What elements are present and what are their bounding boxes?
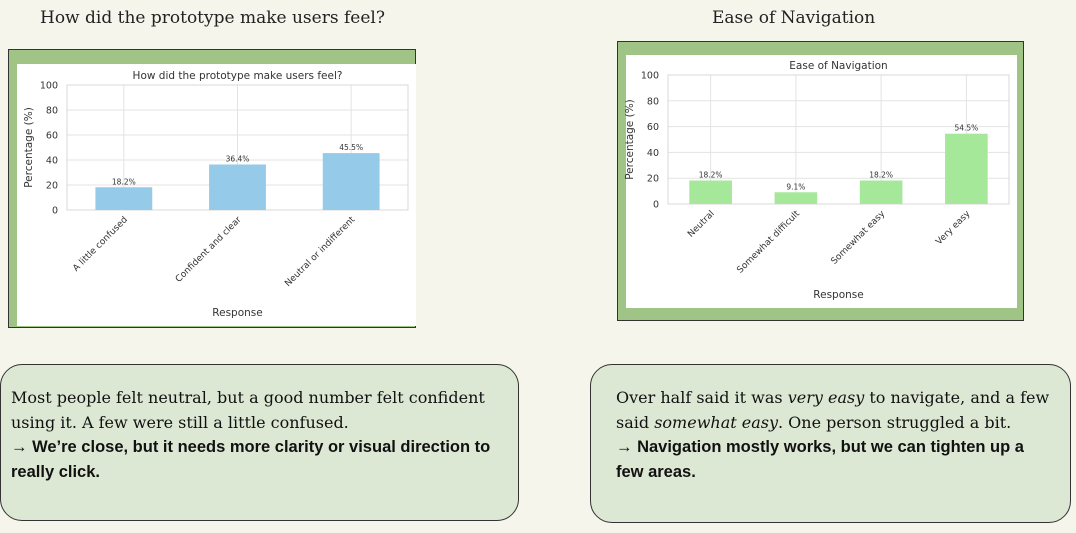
data-label: 18.2% bbox=[699, 171, 723, 180]
data-label: 18.2% bbox=[869, 171, 893, 180]
y-tick-label: 20 bbox=[647, 174, 659, 185]
bar bbox=[774, 192, 818, 204]
y-tick-label: 100 bbox=[641, 71, 659, 82]
text: Over half said it was bbox=[616, 388, 788, 407]
bar bbox=[945, 133, 988, 204]
x-axis-label: Response bbox=[212, 307, 262, 319]
x-tick-label: Somewhat difficult bbox=[735, 209, 802, 276]
right-heading: Ease of Navigation bbox=[712, 8, 876, 28]
left-summary-card: Most people felt neutral, but a good num… bbox=[0, 364, 519, 521]
x-tick-label: A little confused bbox=[71, 215, 130, 274]
right-summary-conclusion: → Navigation mostly works, but we can ti… bbox=[616, 438, 1024, 481]
y-tick-label: 60 bbox=[46, 131, 58, 142]
left-summary-conclusion: → We’re close, but it needs more clarity… bbox=[11, 438, 491, 481]
text: to navigate, and a few said bbox=[616, 388, 1050, 432]
bar bbox=[209, 164, 266, 210]
y-tick-label: 0 bbox=[52, 206, 58, 217]
left-summary-text: Most people felt neutral, but a good num… bbox=[11, 388, 485, 432]
x-axis-label: Response bbox=[813, 289, 863, 301]
x-tick-label: Neutral bbox=[686, 209, 717, 240]
right-summary-card: Over half said it was very easy to navig… bbox=[590, 364, 1071, 523]
bar bbox=[322, 153, 380, 210]
data-label: 54.5% bbox=[954, 124, 978, 133]
y-axis-label: Percentage (%) bbox=[23, 107, 35, 188]
data-label: 9.1% bbox=[786, 182, 805, 191]
emphasis: very easy bbox=[787, 388, 865, 407]
text: . One person struggled a bit. bbox=[778, 413, 1012, 432]
bar bbox=[689, 180, 732, 204]
data-label: 45.5% bbox=[339, 143, 363, 152]
chart-title: Ease of Navigation bbox=[789, 60, 887, 72]
plot-area-border bbox=[667, 74, 1010, 205]
y-tick-label: 40 bbox=[46, 156, 58, 167]
x-tick-label: Confident and clear bbox=[174, 215, 244, 285]
data-label: 36.4% bbox=[226, 155, 250, 164]
left-heading: How did the prototype make users feel? bbox=[40, 8, 385, 28]
bar bbox=[859, 180, 903, 204]
y-tick-label: 20 bbox=[46, 181, 58, 192]
x-tick-label: Somewhat easy bbox=[830, 209, 888, 267]
bar bbox=[95, 187, 153, 210]
y-tick-label: 80 bbox=[647, 96, 659, 107]
y-tick-label: 40 bbox=[647, 148, 659, 159]
y-tick-label: 80 bbox=[46, 106, 58, 117]
data-label: 18.2% bbox=[112, 177, 136, 186]
right-summary-text: Over half said it was very easy to navig… bbox=[616, 385, 1050, 435]
y-tick-label: 60 bbox=[647, 122, 659, 133]
y-tick-label: 0 bbox=[653, 200, 659, 211]
y-tick-label: 100 bbox=[40, 81, 58, 92]
emphasis: somewhat easy bbox=[654, 413, 778, 432]
chart-title: How did the prototype make users feel? bbox=[133, 70, 343, 82]
y-axis-label: Percentage (%) bbox=[624, 99, 636, 180]
x-tick-label: Very easy bbox=[934, 209, 973, 248]
x-tick-label: Neutral or indifferent bbox=[283, 215, 357, 289]
